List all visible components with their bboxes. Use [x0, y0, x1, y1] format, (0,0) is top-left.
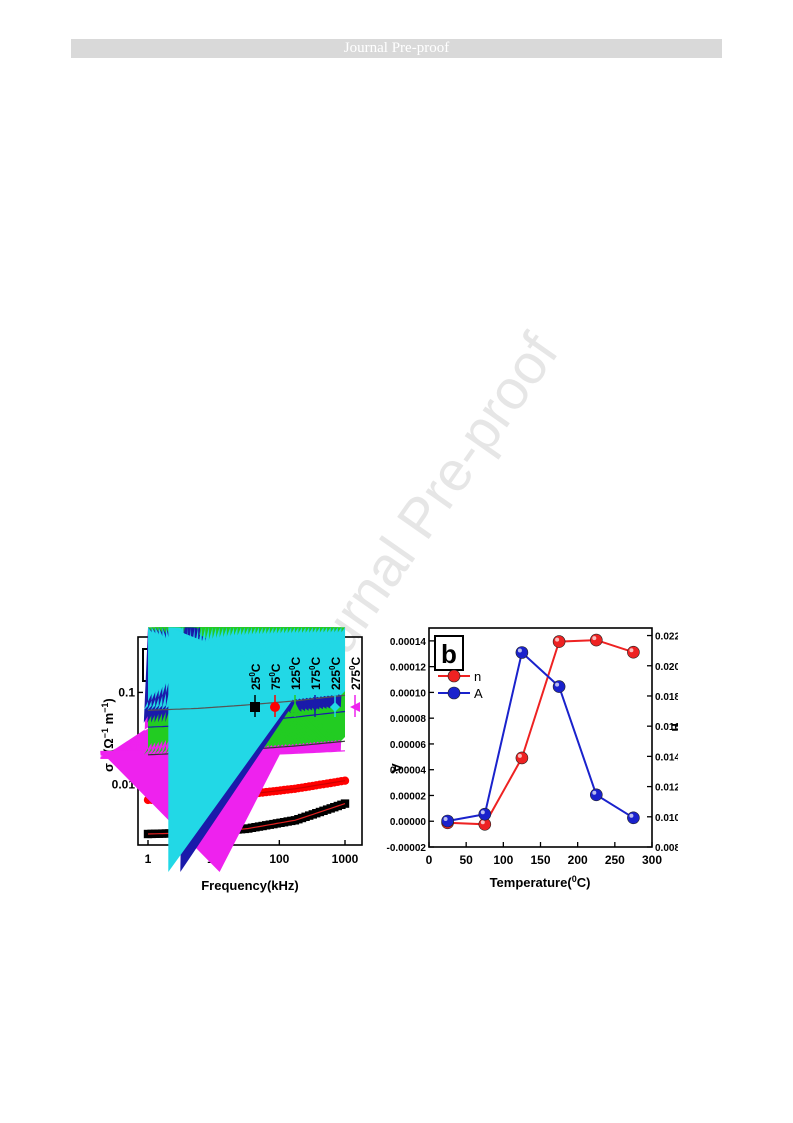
- legend-label: 750C: [268, 663, 283, 690]
- data-point-highlight: [629, 813, 634, 818]
- y-tick-label-left-b: 0.00004: [390, 766, 427, 777]
- data-point: [441, 814, 454, 828]
- legend-item-125C: 1250C: [288, 657, 303, 717]
- legend-item-275C: 2750C: [348, 657, 363, 717]
- series-225C: [143, 627, 346, 872]
- data-point-highlight: [517, 648, 522, 653]
- panel-label-b: b: [441, 639, 457, 669]
- y-tick-label-right-b: 0.010: [655, 813, 678, 824]
- data-point: [100, 627, 346, 873]
- series-line: [447, 639, 634, 826]
- legend-item-75C: 750C: [268, 663, 283, 717]
- journal-banner: Journal Pre-proof: [71, 39, 722, 58]
- x-tick-label-b: 50: [459, 853, 473, 867]
- y-tick-label-right-b: 0.014: [655, 752, 678, 763]
- series-line: [447, 650, 634, 822]
- data-point-highlight: [592, 636, 597, 641]
- x-tick-label-b: 150: [530, 853, 550, 867]
- y-tick-label-right-b: 0.020: [655, 662, 678, 673]
- legend-label: 2250C: [328, 657, 343, 690]
- data-point: [340, 799, 350, 808]
- x-axis-label-a: Frequency(kHz): [201, 878, 299, 893]
- data-point-highlight: [480, 820, 485, 825]
- legend-item-A: A: [438, 686, 483, 701]
- series-A: [441, 646, 640, 828]
- data-point: [478, 807, 492, 821]
- y-tick-label-left-b: -0.00002: [387, 843, 427, 854]
- y-tick-label-right-b: 0.018: [655, 692, 678, 703]
- data-point-highlight: [480, 810, 485, 815]
- legend-item-175C: 1750C: [308, 657, 323, 717]
- data-point: [515, 646, 529, 659]
- series-n: [441, 633, 640, 831]
- data-point: [168, 627, 346, 872]
- x-tick-label-a: 1000: [332, 852, 359, 866]
- x-tick-label-a: 100: [269, 852, 289, 866]
- data-point: [158, 627, 183, 710]
- x-tick-label-b: 250: [605, 853, 625, 867]
- legend-marker: [270, 702, 280, 712]
- data-point: [515, 751, 529, 765]
- x-tick-label-a: 1: [145, 852, 152, 866]
- x-axis-label-b: Temperature(0C): [490, 874, 591, 890]
- legend-marker: [350, 702, 360, 712]
- legend-marker: [310, 702, 320, 712]
- legend-label: 1750C: [308, 657, 323, 690]
- legend-label: 250C: [248, 663, 263, 690]
- y-tick-label-right-b: 0.012: [655, 783, 678, 794]
- y-axis-label-a: σac(Ω−1 m−1): [100, 698, 119, 772]
- legend-label: 2750C: [348, 657, 363, 690]
- legend-marker: [447, 686, 461, 700]
- x-tick-label-b: 0: [426, 853, 433, 867]
- data-point-highlight: [443, 817, 448, 821]
- figure-a-conductivity-chart: a11010010000.010.1Frequency(kHz)σac(Ω−1 …: [100, 627, 363, 893]
- y-axis-label-left-b: A: [389, 763, 405, 773]
- y-tick-label-left-b: 0.00002: [390, 791, 427, 802]
- legend-label: n: [474, 669, 481, 684]
- data-point-highlight: [592, 790, 597, 795]
- y-tick-label-left-b: 0.00012: [390, 663, 427, 674]
- data-point: [590, 788, 603, 802]
- x-tick-label-b: 100: [493, 853, 513, 867]
- figure-b-temperature-chart: b 0 50 100 150 200 250 300 -0.00002 0.00000 0.0000…: [387, 627, 678, 890]
- y-tick-label-left-b: 0.00010: [390, 688, 427, 699]
- legend-item-n: n: [438, 669, 481, 684]
- data-point: [590, 633, 603, 647]
- y-axis-label-right-b: n: [669, 723, 678, 732]
- legend-marker: [290, 702, 300, 712]
- data-point: [627, 645, 640, 659]
- legend-marker: [447, 669, 461, 683]
- y-tick-label-a: 0.01: [112, 777, 136, 791]
- panel-label-box-b: [434, 635, 464, 671]
- x-tick-label-b: 300: [642, 853, 662, 867]
- y-tick-label-left-b: 0.00008: [390, 714, 427, 725]
- legend-marker: [250, 702, 260, 712]
- data-point-highlight: [555, 682, 560, 687]
- legend-label: A: [474, 686, 483, 701]
- data-point-highlight: [629, 648, 634, 653]
- data-point-highlight: [555, 637, 560, 642]
- data-point-highlight: [517, 753, 522, 758]
- y-tick-label-a: 0.1: [118, 685, 135, 699]
- y-tick-label-right-b: 0.016: [655, 722, 678, 733]
- data-point: [552, 635, 566, 648]
- fit-line: [147, 694, 346, 711]
- data-point: [552, 680, 566, 693]
- y-tick-label-right-b: 0.008: [655, 843, 678, 854]
- y-tick-label-right-b: 0.022: [655, 632, 678, 643]
- legend-marker: [330, 702, 340, 712]
- legend-label: 1250C: [288, 657, 303, 690]
- y-tick-label-left-b: 0.00006: [390, 740, 427, 751]
- legend-item-225C: 2250C: [328, 657, 343, 717]
- legend-item-25C: 250C: [248, 663, 263, 717]
- x-tick-label-b: 200: [568, 853, 588, 867]
- y-tick-label-left-b: 0.00014: [390, 637, 427, 648]
- data-point: [627, 811, 640, 825]
- y-tick-label-left-b: 0.00000: [390, 817, 427, 828]
